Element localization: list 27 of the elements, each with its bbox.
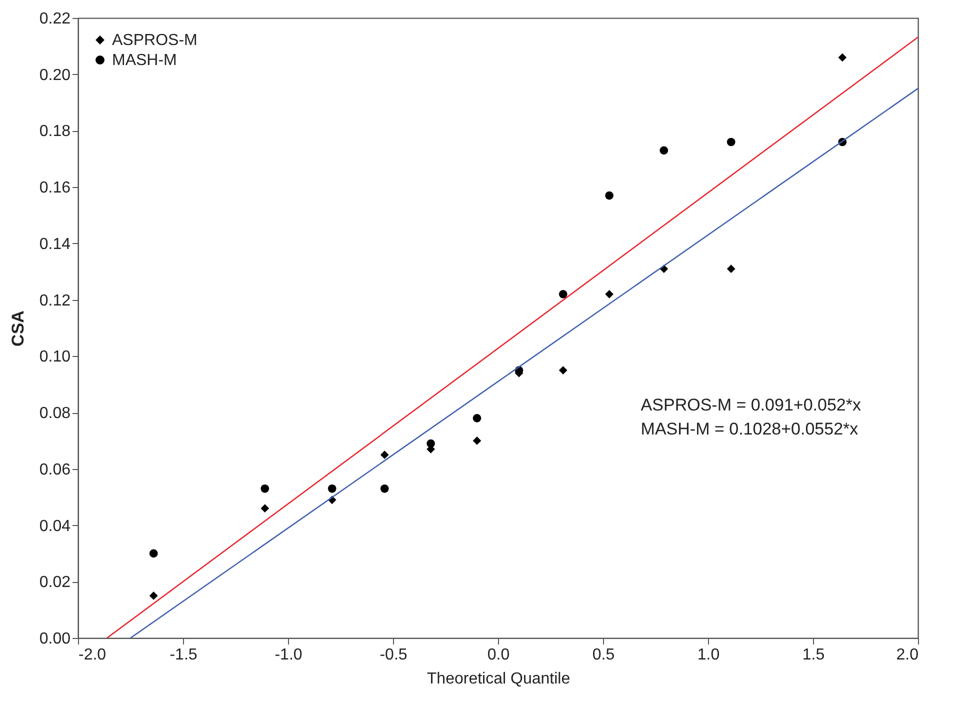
y-tick-label: 0.06 <box>39 461 71 478</box>
x-tick-label: -1.0 <box>274 646 302 664</box>
legend-label: ASPROS-M <box>112 32 198 49</box>
y-tick-label: 0.04 <box>39 518 71 535</box>
y-tick-label: 0.02 <box>39 574 71 592</box>
annotation: ASPROS-M = 0.091+0.052*x <box>640 396 862 414</box>
y-tick-label: 0.22 <box>39 10 71 28</box>
x-tick-label: 2.0 <box>896 646 919 664</box>
x-tick-label: 1.5 <box>802 646 825 664</box>
y-tick-label: 0.00 <box>39 630 71 648</box>
x-tick-label: 0.5 <box>592 646 615 664</box>
y-tick-label: 0.10 <box>39 348 71 366</box>
y-tick-label: 0.14 <box>39 236 71 253</box>
y-tick-label: 0.12 <box>39 292 71 310</box>
x-tick-label: -0.5 <box>380 646 408 664</box>
x-tick-label: 0.0 <box>487 646 510 664</box>
x-axis-title: Theoretical Quantile <box>426 670 570 688</box>
y-tick-label: 0.18 <box>39 123 71 140</box>
x-tick-label: -2.0 <box>78 646 106 664</box>
y-tick-label: 0.20 <box>39 66 71 84</box>
y-axis-title: CSA <box>8 310 28 346</box>
x-tick-label: 1.0 <box>697 646 720 664</box>
legend-label: MASH-M <box>112 52 177 69</box>
x-tick-label: -1.5 <box>170 646 198 664</box>
annotation: MASH-M = 0.1028+0.0552*x <box>640 420 859 438</box>
y-tick-label: 0.08 <box>39 405 71 422</box>
y-tick-label: 0.16 <box>39 180 71 197</box>
